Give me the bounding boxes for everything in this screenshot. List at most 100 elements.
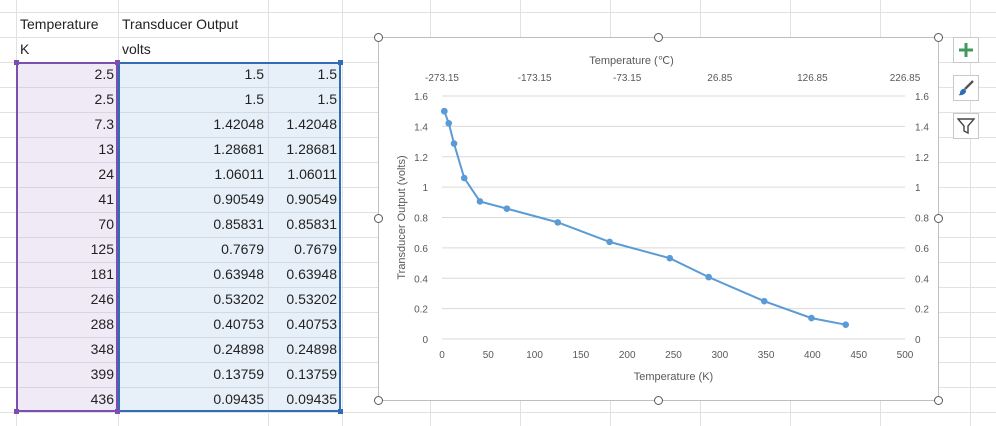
- cell-temperature[interactable]: 348: [90, 341, 114, 357]
- range-handle[interactable]: [115, 60, 120, 65]
- cell-output-copy[interactable]: 0.13759: [286, 366, 337, 382]
- cell-output[interactable]: 0.40753: [213, 316, 264, 332]
- header-transducer-output[interactable]: Transducer Output: [122, 16, 239, 32]
- chart-area[interactable]: [378, 37, 939, 401]
- x-tick-label: 250: [665, 350, 682, 361]
- data-point: [606, 238, 613, 246]
- cell-temperature[interactable]: 13: [98, 141, 114, 157]
- x-tick-label: 150: [573, 350, 590, 361]
- cell-output-copy[interactable]: 0.09435: [286, 391, 337, 407]
- data-point: [705, 273, 712, 281]
- cell-temperature[interactable]: 288: [90, 316, 114, 332]
- x-tick-label: 200: [619, 350, 636, 361]
- cell-output-copy[interactable]: 1.28681: [286, 141, 337, 157]
- cell-output-copy[interactable]: 0.63948: [286, 266, 337, 282]
- cell-temperature[interactable]: 125: [90, 241, 114, 257]
- cell-temperature[interactable]: 2.5: [94, 66, 114, 82]
- cell-output-copy[interactable]: 0.90549: [286, 191, 337, 207]
- scatter-chart[interactable]: 0 00.2 0.20.4 0.40.6 0.60.8 0.81 11.2 1.21.4 1.4…: [378, 37, 939, 401]
- cell-output[interactable]: 0.24898: [213, 341, 264, 357]
- range-handle[interactable]: [338, 60, 343, 65]
- cell-output[interactable]: 0.90549: [213, 191, 264, 207]
- y2-tick-label: 0.6: [915, 244, 929, 255]
- y-tick-label: 1.6: [414, 92, 428, 103]
- resize-handle[interactable]: [374, 214, 383, 223]
- range-handle[interactable]: [14, 409, 19, 414]
- cell-output[interactable]: 0.09435: [213, 391, 264, 407]
- cell-output[interactable]: 0.85831: [213, 216, 264, 232]
- brush-icon: [958, 80, 974, 96]
- resize-handle[interactable]: [934, 214, 943, 223]
- selected-range-temperature[interactable]: [16, 62, 118, 412]
- cell-temperature[interactable]: 399: [90, 366, 114, 382]
- header-temperature[interactable]: Temperature: [20, 16, 99, 32]
- cell-output[interactable]: 0.7679: [221, 241, 264, 257]
- cell-temperature[interactable]: 7.3: [94, 116, 114, 132]
- cell-output-copy[interactable]: 0.40753: [286, 316, 337, 332]
- resize-handle[interactable]: [374, 33, 383, 42]
- cell-temperature[interactable]: 70: [98, 216, 114, 232]
- cell-temperature[interactable]: 24: [98, 166, 114, 182]
- cell-temperature[interactable]: 181: [90, 266, 114, 282]
- cell-output[interactable]: 0.63948: [213, 266, 264, 282]
- cell-output-copy[interactable]: 1.42048: [286, 116, 337, 132]
- x-tick-label: 450: [850, 350, 867, 361]
- resize-handle[interactable]: [934, 33, 943, 42]
- y-tick-label: 0: [422, 335, 428, 346]
- range-handle[interactable]: [14, 60, 19, 65]
- resize-handle[interactable]: [654, 396, 663, 405]
- x-axis-title: Temperature (K): [634, 371, 713, 383]
- cell-output-copy[interactable]: 1.06011: [287, 166, 337, 182]
- unit-k[interactable]: K: [20, 41, 30, 57]
- unit-volts[interactable]: volts: [122, 41, 151, 57]
- data-point: [503, 205, 511, 212]
- cell-temperature[interactable]: 41: [98, 191, 114, 207]
- y2-tick-label: 0.8: [915, 214, 929, 225]
- cell-output-copy[interactable]: 0.85831: [286, 216, 337, 232]
- y-tick-label: 1.4: [414, 122, 428, 133]
- y-tick-label: 0.8: [414, 214, 428, 225]
- x2-axis-title: Temperature (℃): [589, 55, 674, 67]
- resize-handle[interactable]: [934, 396, 943, 405]
- chart-filters-button[interactable]: [953, 113, 979, 139]
- selected-range-output[interactable]: [118, 62, 341, 412]
- y2-tick-label: 0.2: [915, 305, 929, 316]
- data-point: [450, 140, 458, 147]
- y2-tick-label: 1.4: [915, 122, 929, 133]
- cell-temperature[interactable]: 436: [90, 391, 114, 407]
- x-tick-label: 400: [804, 350, 821, 361]
- data-point: [476, 198, 484, 205]
- x2-tick-label: -173.15: [518, 73, 552, 84]
- resize-handle[interactable]: [374, 396, 383, 405]
- cell-output-copy[interactable]: 0.53202: [286, 291, 337, 307]
- cell-output[interactable]: 1.5: [244, 66, 264, 82]
- cell-output-copy[interactable]: 0.24898: [286, 341, 337, 357]
- cell-output-copy[interactable]: 1.5: [317, 91, 337, 107]
- range-handle[interactable]: [338, 409, 343, 414]
- cell-output-copy[interactable]: 0.7679: [294, 241, 337, 257]
- range-handle[interactable]: [115, 409, 120, 414]
- resize-handle[interactable]: [654, 33, 663, 42]
- data-point: [666, 254, 674, 262]
- y2-tick-label: 1: [915, 183, 921, 194]
- y2-tick-label: 0: [915, 335, 921, 346]
- data-point: [808, 314, 815, 322]
- chart-elements-button[interactable]: [953, 37, 979, 63]
- x-tick-label: 50: [483, 350, 495, 361]
- cell-output[interactable]: 1.06011: [214, 166, 264, 182]
- cell-output[interactable]: 0.13759: [213, 366, 264, 382]
- cell-output-copy[interactable]: 1.5: [317, 66, 337, 82]
- x-tick-label: 500: [897, 350, 914, 361]
- cell-temperature[interactable]: 246: [90, 291, 114, 307]
- cell-output[interactable]: 0.53202: [213, 291, 264, 307]
- cell-temperature[interactable]: 2.5: [94, 91, 114, 107]
- cell-output[interactable]: 1.42048: [213, 116, 264, 132]
- chart-styles-button[interactable]: [953, 75, 979, 101]
- cell-output[interactable]: 1.28681: [213, 141, 264, 157]
- x2-tick-label: -73.15: [613, 73, 642, 84]
- y-tick-label: 1: [422, 183, 428, 194]
- y-tick-label: 1.2: [414, 153, 428, 164]
- filter-icon: [957, 118, 975, 135]
- cell-output[interactable]: 1.5: [244, 91, 264, 107]
- y-tick-label: 0.4: [414, 274, 428, 285]
